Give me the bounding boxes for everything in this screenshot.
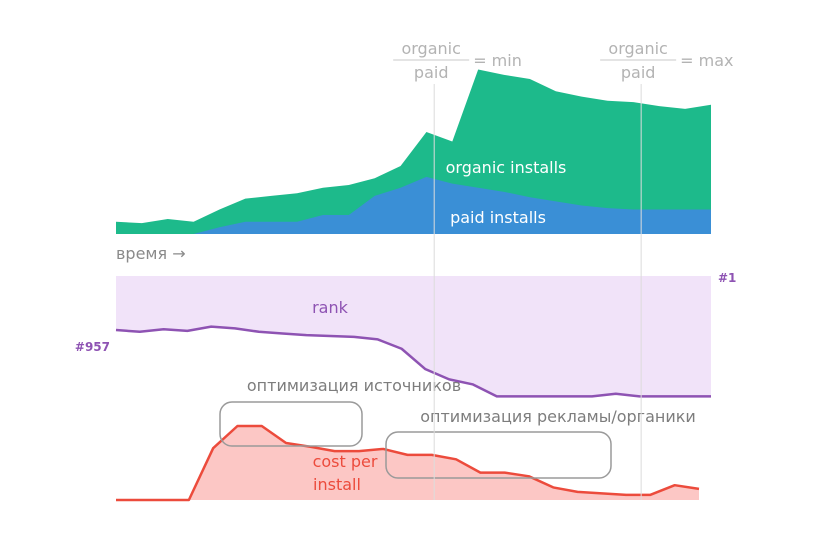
paid-installs-area: [116, 176, 711, 234]
ratio-denominator: paid: [621, 63, 656, 82]
annotation-sources-text: оптимизация источников: [247, 376, 461, 395]
cpi-line: [116, 424, 700, 502]
ratio-denominator: paid: [414, 63, 449, 82]
rank-line: [115, 325, 711, 398]
rank-line-chart: rank #957 #1: [75, 271, 736, 398]
rank-end-label: #1: [718, 271, 736, 285]
cpi-fill-area: [116, 426, 699, 500]
cpi-label-line1: cost per: [313, 452, 378, 471]
rank-start-label: #957: [75, 340, 110, 354]
ratio-markers: organic paid = min organic paid = max: [393, 39, 734, 500]
organic-installs-area: [116, 69, 711, 234]
ratio-suffix: = max: [680, 51, 733, 70]
annotation-box-ads: [385, 431, 612, 479]
paid-installs-label: paid installs: [450, 208, 546, 227]
rank-series-label: rank: [312, 298, 349, 317]
rank-fill-area: [116, 276, 711, 397]
cpi-area-chart: cost per install оптимизация источников опт…: [116, 376, 700, 502]
x-axis-label: время →: [116, 244, 186, 263]
annotation-ads-text: оптимизация рекламы/органики: [420, 407, 696, 426]
cpi-label-line2: install: [313, 475, 361, 494]
ratio-numerator: organic: [608, 39, 667, 58]
ratio-numerator: organic: [401, 39, 460, 58]
ratio-suffix: = min: [473, 51, 522, 70]
organic-installs-label: organic installs: [446, 158, 567, 177]
annotation-box-sources: [219, 401, 363, 447]
installs-area-chart: organic installs paid installs: [116, 69, 711, 234]
